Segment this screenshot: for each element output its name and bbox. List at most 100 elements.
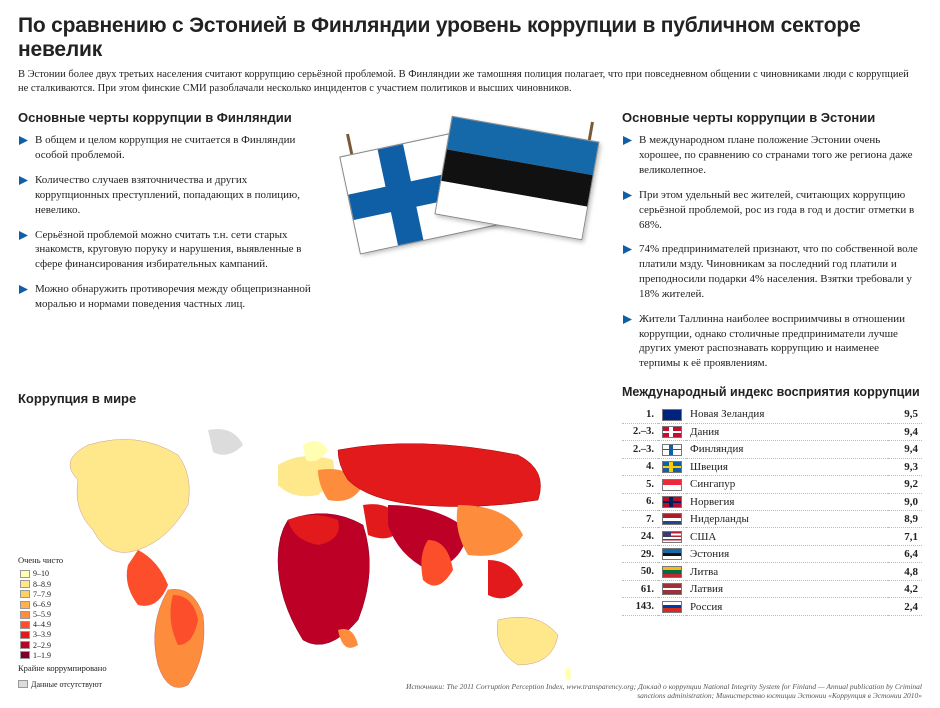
flags-area bbox=[330, 110, 610, 381]
rank-cell: 2.–3. bbox=[622, 423, 658, 440]
flag-cell bbox=[658, 598, 686, 615]
rank-cell: 61. bbox=[622, 580, 658, 597]
legend-swatch bbox=[20, 601, 30, 609]
flag-cell bbox=[658, 441, 686, 458]
list-item: При этом удельный вес жителей, считающих… bbox=[622, 188, 922, 233]
legend-band-label: 7–7.9 bbox=[33, 590, 51, 599]
bullet-text: В общем и целом коррупция не считается в… bbox=[35, 133, 318, 163]
score-cell: 7,1 bbox=[888, 528, 922, 545]
rank-cell: 24. bbox=[622, 528, 658, 545]
estonia-heading: Основные черты коррупции в Эстонии bbox=[622, 110, 922, 125]
country-cell: Сингапур bbox=[686, 476, 888, 493]
bullet-icon bbox=[18, 230, 29, 273]
legend-swatch bbox=[20, 651, 30, 659]
page-title: По сравнению с Эстонией в Финляндии уров… bbox=[18, 14, 922, 62]
table-row: 61.Латвия4,2 bbox=[622, 580, 922, 597]
bullet-icon bbox=[622, 314, 633, 371]
rank-cell: 143. bbox=[622, 598, 658, 615]
list-item: В международном плане положение Эстонии … bbox=[622, 133, 922, 178]
bullet-icon bbox=[622, 244, 633, 301]
legend-band-label: 5–5.9 bbox=[33, 610, 51, 619]
score-cell: 4,8 bbox=[888, 563, 922, 580]
country-cell: Норвегия bbox=[686, 493, 888, 510]
legend-swatch bbox=[20, 621, 30, 629]
score-cell: 9,4 bbox=[888, 441, 922, 458]
bullet-icon bbox=[18, 284, 29, 312]
legend-swatch bbox=[20, 611, 30, 619]
bullet-text: При этом удельный вес жителей, считающих… bbox=[639, 188, 922, 233]
score-cell: 9,3 bbox=[888, 458, 922, 475]
legend-band-label: 4–4.9 bbox=[33, 620, 51, 629]
list-item: Количество случаев взяточничества и друг… bbox=[18, 173, 318, 218]
legend-swatch bbox=[20, 580, 30, 588]
cpi-table: 1.Новая Зеландия9,52.–3.Дания9,42.–3.Фин… bbox=[622, 406, 922, 616]
country-cell: Швеция bbox=[686, 458, 888, 475]
rank-cell: 2.–3. bbox=[622, 441, 658, 458]
flag-cell bbox=[658, 476, 686, 493]
flag-icon bbox=[662, 583, 682, 595]
flag-icon bbox=[662, 496, 682, 508]
list-item: Жители Таллинна наиболее восприимчивы в … bbox=[622, 312, 922, 371]
flag-icon bbox=[662, 409, 682, 421]
rank-cell: 5. bbox=[622, 476, 658, 493]
legend-row: 4–4.9 bbox=[20, 620, 112, 629]
finland-column: Основные черты коррупции в Финляндии В о… bbox=[18, 110, 318, 381]
flag-cell bbox=[658, 580, 686, 597]
table-row: 1.Новая Зеландия9,5 bbox=[622, 406, 922, 423]
table-row: 5. Сингапур9,2 bbox=[622, 476, 922, 493]
score-cell: 9,2 bbox=[888, 476, 922, 493]
flag-cell bbox=[658, 563, 686, 580]
estonia-column: Основные черты коррупции в Эстонии В меж… bbox=[622, 110, 922, 381]
legend-swatch bbox=[20, 631, 30, 639]
score-cell: 8,9 bbox=[888, 510, 922, 527]
country-cell: Россия bbox=[686, 598, 888, 615]
legend-nodata-label: Данные отсутствуют bbox=[31, 680, 102, 689]
flag-cell bbox=[658, 528, 686, 545]
country-cell: Финляндия bbox=[686, 441, 888, 458]
legend-row: 5–5.9 bbox=[20, 610, 112, 619]
table-row: 6.Норвегия9,0 bbox=[622, 493, 922, 510]
flag-icon bbox=[662, 513, 682, 525]
bullet-text: Серьёзной проблемой можно считать т.н. с… bbox=[35, 228, 318, 273]
index-title: Международный индекс восприятия коррупци… bbox=[622, 385, 922, 400]
legend-swatch bbox=[20, 570, 30, 578]
legend-band-label: 8–8.9 bbox=[33, 580, 51, 589]
list-item: В общем и целом коррупция не считается в… bbox=[18, 133, 318, 163]
legend-swatch bbox=[20, 590, 30, 598]
lower-section: Коррупция в мире bbox=[18, 385, 922, 700]
legend-band-label: 6–6.9 bbox=[33, 600, 51, 609]
legend-band-label: 1–1.9 bbox=[33, 651, 51, 660]
flag-cell bbox=[658, 545, 686, 562]
flag-icon bbox=[662, 479, 682, 491]
flag-icon bbox=[662, 531, 682, 543]
legend-row: 2–2.9 bbox=[20, 641, 112, 650]
bullet-text: Количество случаев взяточничества и друг… bbox=[35, 173, 318, 218]
bullet-icon bbox=[622, 135, 633, 178]
legend-row: 3–3.9 bbox=[20, 630, 112, 639]
table-row: 24. США7,1 bbox=[622, 528, 922, 545]
bullet-text: Можно обнаружить противоречия между обще… bbox=[35, 282, 318, 312]
flag-icon bbox=[662, 601, 682, 613]
table-row: 2.–3. Финляндия9,4 bbox=[622, 441, 922, 458]
score-cell: 9,5 bbox=[888, 406, 922, 423]
legend-band-label: 3–3.9 bbox=[33, 630, 51, 639]
score-cell: 4,2 bbox=[888, 580, 922, 597]
legend-bottom-label: Крайне коррумпировано bbox=[18, 664, 112, 674]
finland-bullets: В общем и целом коррупция не считается в… bbox=[18, 133, 318, 311]
rank-cell: 29. bbox=[622, 545, 658, 562]
score-cell: 2,4 bbox=[888, 598, 922, 615]
bullet-icon bbox=[18, 135, 29, 163]
legend-row: 9–10 bbox=[20, 569, 112, 578]
list-item: Можно обнаружить противоречия между обще… bbox=[18, 282, 318, 312]
list-item: 74% предпринимателей признают, что по со… bbox=[622, 242, 922, 301]
table-row: 4.Швеция9,3 bbox=[622, 458, 922, 475]
flag-cell bbox=[658, 510, 686, 527]
rank-cell: 50. bbox=[622, 563, 658, 580]
legend-band-label: 9–10 bbox=[33, 569, 49, 578]
legend-swatch bbox=[18, 680, 28, 688]
country-cell: США bbox=[686, 528, 888, 545]
estonia-bullets: В международном плане положение Эстонии … bbox=[622, 133, 922, 371]
flag-cell bbox=[658, 458, 686, 475]
country-cell: Дания bbox=[686, 423, 888, 440]
table-row: 2.–3.Дания9,4 bbox=[622, 423, 922, 440]
